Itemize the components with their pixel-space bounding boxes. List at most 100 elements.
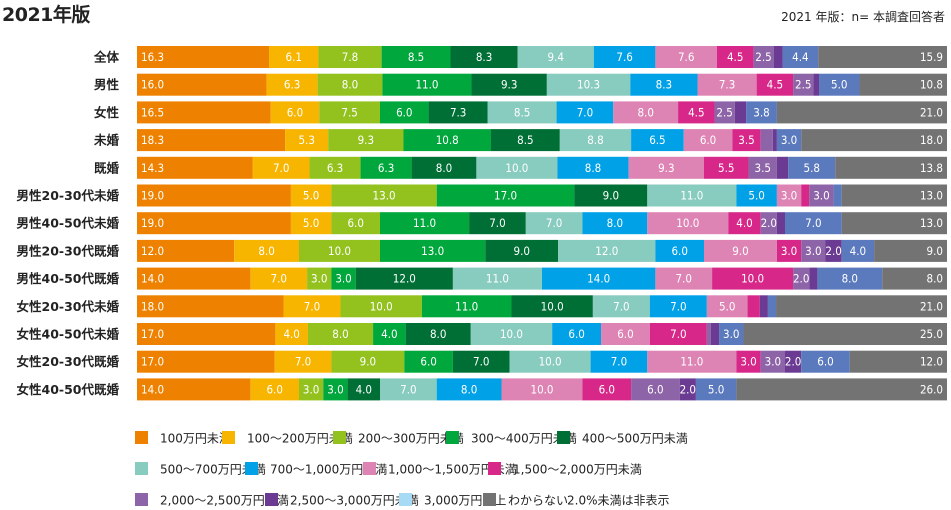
data-label: 19.0: [141, 189, 164, 203]
legend-label: 2,500～3,000万円未満: [290, 494, 419, 508]
data-label: 3.5: [754, 161, 770, 175]
bar-segment: [776, 239, 802, 262]
bar-segment: [859, 73, 947, 96]
data-label: 5.3: [298, 133, 314, 147]
category-label: 男性40-50代未婚: [17, 216, 120, 231]
bar-segment: [874, 239, 947, 262]
data-label: 8.8: [585, 161, 601, 175]
bar-segment: [574, 184, 648, 207]
bar-segment: [788, 156, 836, 179]
bar-segment: [647, 350, 737, 373]
data-label: 10.8: [436, 133, 459, 147]
bar-segment: [347, 378, 380, 401]
data-label: 7.0: [670, 327, 686, 341]
bar-segment: [471, 73, 547, 96]
bar-segment: [487, 101, 557, 124]
bar-segment: [841, 184, 947, 207]
data-label: 8.0: [842, 272, 858, 286]
chart-title: 2021年版: [2, 4, 90, 26]
data-label: 4.0: [736, 216, 752, 230]
bar-segment: [542, 267, 656, 290]
bar-segment: [290, 212, 332, 235]
bar-segment: [773, 46, 783, 68]
data-label: 6.3: [378, 161, 394, 175]
data-label: 2.5: [795, 78, 811, 92]
bar-segment: [501, 378, 583, 401]
bar-segment: [756, 73, 794, 96]
data-label: 7.0: [271, 272, 287, 286]
bar-segment: [517, 46, 594, 68]
bar-segment: [137, 101, 271, 124]
data-label: 3.0: [740, 355, 756, 369]
bar-segment: [470, 323, 553, 345]
data-label: 4.0: [283, 327, 299, 341]
data-label: 8.3: [476, 50, 492, 64]
data-label: 7.0: [613, 299, 629, 313]
data-label: 6.1: [286, 50, 302, 64]
legend-label: 700～1,000万円未満: [270, 463, 387, 477]
category-label: 男性20-30代既婚: [17, 243, 120, 258]
data-label: 7.0: [577, 105, 593, 119]
data-label: 26.0: [920, 382, 943, 396]
bar-segment: [558, 239, 656, 262]
data-label: 10.0: [539, 355, 562, 369]
bar-segment: [592, 295, 650, 318]
data-label: 13.0: [920, 189, 943, 203]
data-label: 7.0: [611, 355, 627, 369]
data-label: 25.0: [920, 327, 943, 341]
legend-swatch: [446, 431, 459, 444]
legend-swatch: [222, 431, 235, 444]
data-label: 7.0: [295, 355, 311, 369]
data-label: 3.0: [765, 355, 781, 369]
bar-segment: [331, 184, 437, 207]
bar-segment: [793, 73, 814, 96]
data-label: 3.8: [753, 105, 769, 119]
data-label: 10.0: [370, 299, 393, 313]
bar-segment: [290, 184, 332, 207]
bar-segment: [613, 101, 679, 124]
legend-swatch: [557, 431, 570, 444]
bar-segment: [631, 378, 680, 401]
bar-segment: [582, 378, 632, 401]
data-label: 9.3: [358, 133, 374, 147]
bar-segment: [835, 156, 947, 179]
bar-segment: [266, 73, 318, 96]
bar-segment: [801, 239, 826, 262]
data-label: 4.0: [356, 382, 372, 396]
category-label: 全体: [93, 50, 120, 65]
data-label: 8.0: [430, 327, 446, 341]
data-label: 11.0: [680, 189, 703, 203]
data-label: 7.6: [616, 50, 632, 64]
bar-segment: [776, 295, 947, 318]
data-label: 9.3: [658, 161, 674, 175]
data-label: 5.0: [303, 189, 319, 203]
bar-segment: [509, 350, 591, 373]
data-label: 14.0: [141, 382, 164, 396]
data-label: 6.0: [420, 355, 436, 369]
data-label: 2.0: [793, 272, 809, 286]
data-label: 15.9: [920, 50, 943, 64]
bar-segment: [743, 323, 947, 345]
data-label: 4.5: [688, 105, 704, 119]
bar-segment: [137, 378, 251, 401]
bar-segment: [380, 212, 470, 235]
data-label: 3.0: [303, 382, 319, 396]
bar-segment: [714, 101, 735, 124]
data-label: 18.0: [141, 299, 164, 313]
bar-segment: [760, 129, 773, 152]
bar-segment: [601, 323, 650, 345]
bar-segment: [307, 267, 332, 290]
data-label: 3.0: [327, 382, 343, 396]
bar-segment: [403, 129, 491, 152]
legend-label: わからない: [508, 494, 568, 508]
bar-segment: [593, 46, 656, 68]
data-label: 6.0: [347, 216, 363, 230]
data-label: 10.0: [541, 299, 564, 313]
bar-segment: [476, 156, 558, 179]
data-label: 4.5: [727, 50, 743, 64]
data-label: 5.0: [708, 382, 724, 396]
data-label: 4.0: [850, 244, 866, 258]
data-label: 8.0: [436, 161, 452, 175]
legend-swatch: [135, 493, 148, 506]
data-label: 6.0: [599, 382, 615, 396]
